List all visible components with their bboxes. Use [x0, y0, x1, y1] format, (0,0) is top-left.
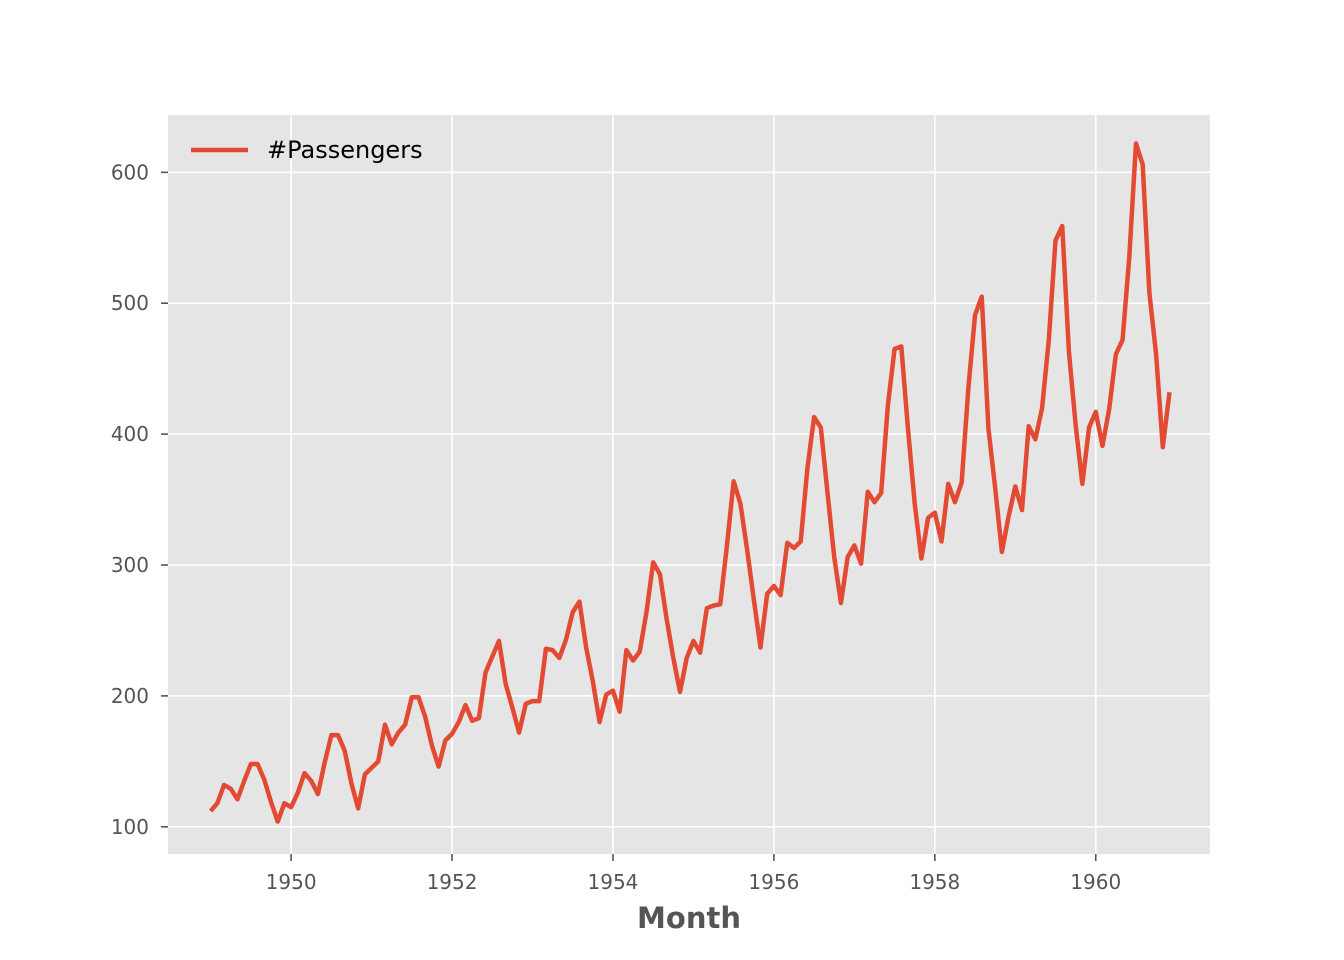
- x-tick-label: 1950: [266, 870, 317, 894]
- series-line-passengers: [208, 141, 1172, 824]
- x-tick-label: 1960: [1070, 870, 1121, 894]
- y-tick-label: 500: [111, 291, 149, 315]
- legend-label: #Passengers: [267, 136, 423, 164]
- x-tick-label: 1952: [427, 870, 478, 894]
- plot-area: [168, 115, 1210, 854]
- ticks: 1950 1952 1954 1956 1958 1960 100 200 300 400 500 6…: [111, 160, 1121, 894]
- y-tick-label: 600: [111, 160, 149, 184]
- y-tick-label: 200: [111, 684, 149, 708]
- x-tick-label: 1958: [909, 870, 960, 894]
- series-layer: [208, 141, 1172, 824]
- y-tick-label: 400: [111, 422, 149, 446]
- x-axis-title: Month: [637, 901, 741, 935]
- y-tick-label: 300: [111, 553, 149, 577]
- x-tick-label: 1954: [588, 870, 639, 894]
- x-tick-label: 1956: [748, 870, 799, 894]
- legend: #Passengers: [191, 136, 423, 164]
- y-tick-label: 100: [111, 815, 149, 839]
